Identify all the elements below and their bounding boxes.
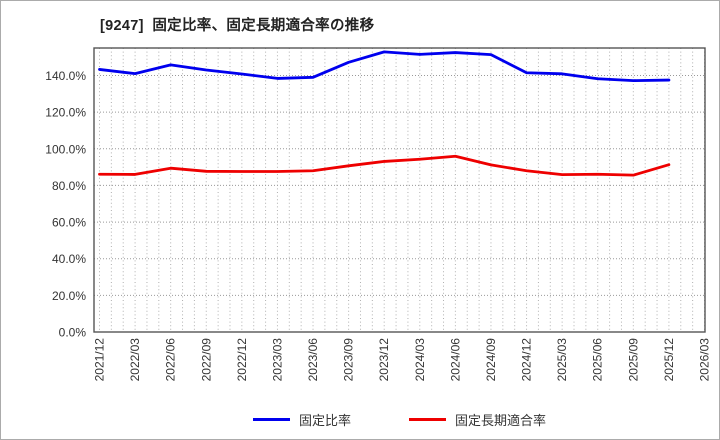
x-tick-label: 2025/03 xyxy=(555,338,569,382)
y-tick-label: 60.0% xyxy=(52,216,86,230)
x-tick-label: 2025/12 xyxy=(662,338,676,382)
plot-border xyxy=(93,47,706,333)
x-tick-label: 2024/12 xyxy=(520,338,534,382)
x-tick-label: 2022/09 xyxy=(199,338,213,382)
chart-title: [9247] 固定比率、固定長期適合率の推移 xyxy=(100,18,375,34)
legend-item-2: 固定長期適合率 xyxy=(409,410,546,429)
y-tick-label: 100.0% xyxy=(45,142,86,156)
legend-line-swatch xyxy=(409,417,446,421)
series-line-2 xyxy=(98,154,671,177)
x-tick-label: 2024/06 xyxy=(448,338,462,382)
x-tick-label: 2023/12 xyxy=(377,338,391,382)
y-tick-label: 0.0% xyxy=(59,326,87,340)
x-tick-label: 2023/09 xyxy=(342,338,356,382)
y-tick-label: 40.0% xyxy=(52,252,86,266)
x-tick-label: 2024/03 xyxy=(413,338,427,382)
legend-label: 固定比率 xyxy=(298,412,351,428)
x-tick-label: 2026/03 xyxy=(698,338,712,382)
legend-label: 固定長期適合率 xyxy=(455,412,547,428)
x-tick-label: 2024/09 xyxy=(484,338,498,382)
x-tick-label: 2025/09 xyxy=(626,338,640,382)
x-tick-label: 2021/12 xyxy=(93,338,107,382)
x-tick-label: 2023/06 xyxy=(306,338,320,382)
chart-legend: 固定比率 固定長期適合率 xyxy=(94,407,705,431)
y-tick-label: 20.0% xyxy=(52,289,86,303)
series-line-1 xyxy=(98,50,671,83)
x-tick-label: 2025/06 xyxy=(591,338,605,382)
legend-line-swatch xyxy=(252,417,290,421)
legend-item-1: 固定比率 xyxy=(252,410,351,429)
y-tick-label: 80.0% xyxy=(52,179,86,193)
x-tick-label: 2022/03 xyxy=(128,338,142,382)
y-tick-label: 120.0% xyxy=(45,106,86,120)
y-tick-label: 140.0% xyxy=(45,69,86,83)
x-tick-label: 2022/06 xyxy=(164,338,178,382)
x-tick-label: 2022/12 xyxy=(235,338,249,382)
x-tick-label: 2023/03 xyxy=(270,338,284,382)
